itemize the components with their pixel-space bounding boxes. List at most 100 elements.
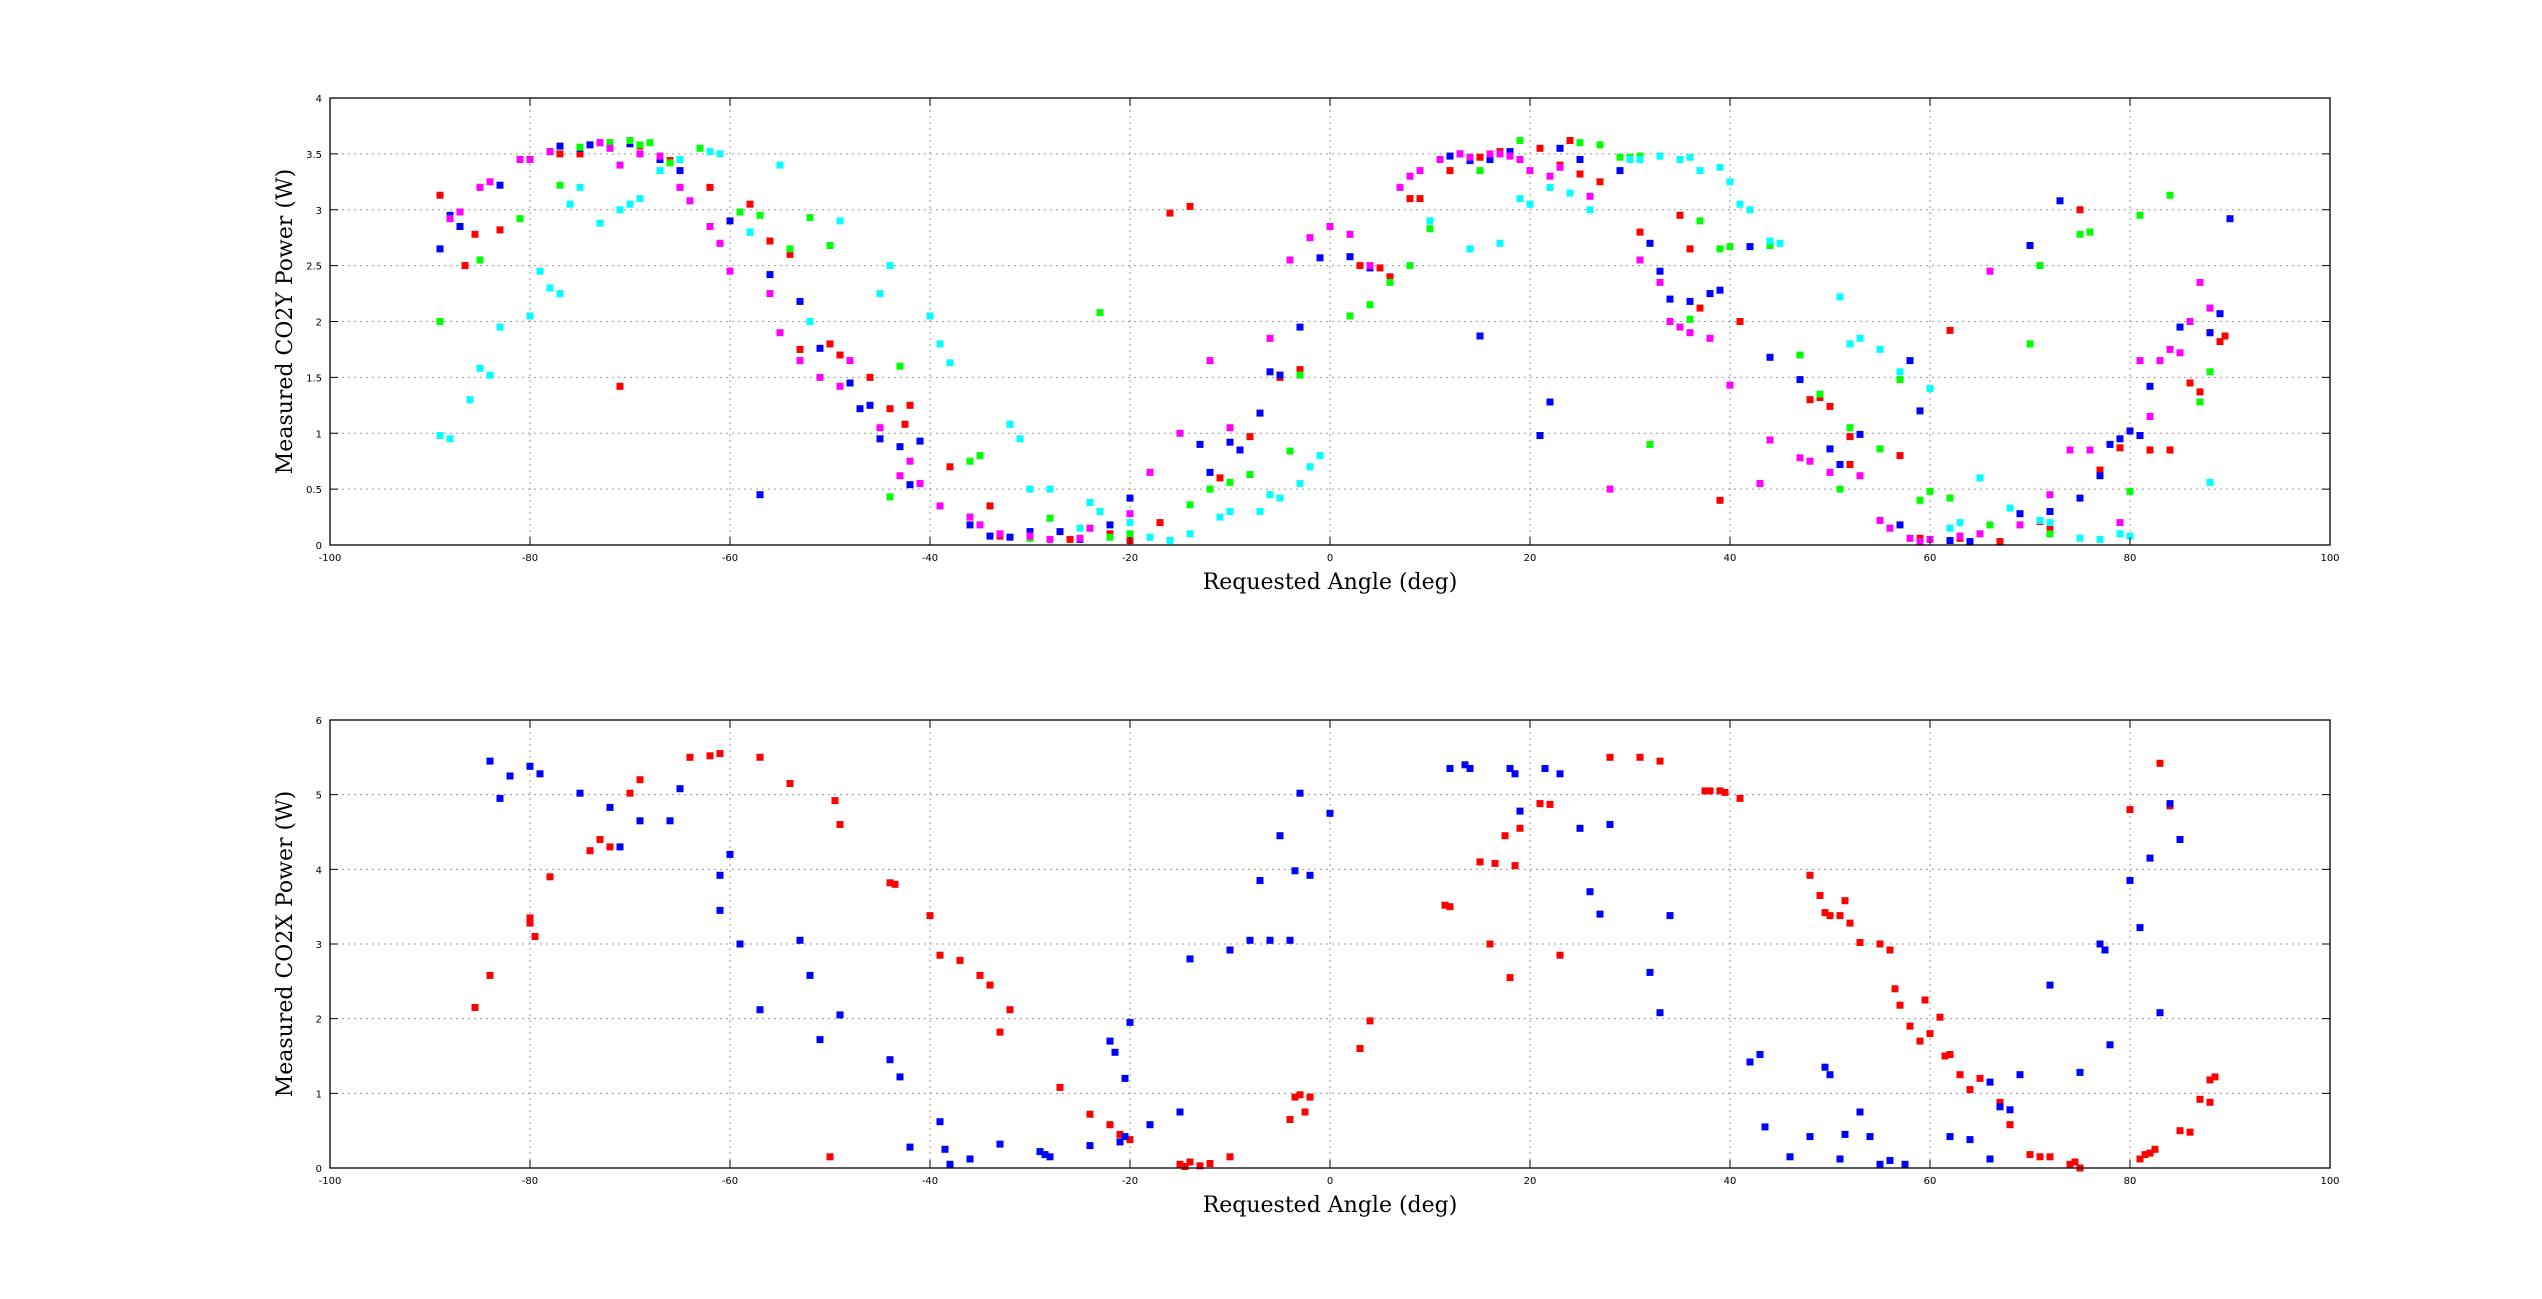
co2y-data-point [2096,535,2104,543]
co2x-data-point [531,933,539,940]
co2x-data-point [926,912,934,920]
co2x-data-point [606,843,614,851]
co2y-data-point [2006,504,2014,512]
co2x-data-point [1761,1123,1769,1131]
co2x-data-point [1996,1103,2004,1111]
co2x-data-point [1596,910,1604,918]
co2y-data-point [786,250,794,258]
co2y-data-point [1756,480,1764,487]
co2y-x-tick-label: 60 [1924,553,1937,564]
co2y-data-point [766,237,774,245]
co2x-data-point [1301,1108,1309,1116]
co2y-data-point [636,150,644,158]
co2x-data-point [546,873,554,881]
co2x-data-point [496,794,504,802]
co2x-data-point [1276,832,1284,840]
co2x-x-tick-label: 60 [1924,1176,1937,1187]
co2x-data-point [936,1118,944,1126]
co2x-data-point [976,971,984,979]
co2x-data-point [2211,1073,2219,1081]
co2y-x-tick-label: -40 [922,553,938,564]
co2y-data-point [1616,167,1624,175]
co2x-data-point [946,1160,954,1168]
co2x-data-point [1291,1093,1299,1101]
co2y-data-point [726,217,734,225]
co2y-data-point [1646,440,1654,448]
co2y-data-point [1366,301,1374,309]
co2y-data-point [1126,519,1134,527]
co2x-x-axis-label: Requested Angle (deg) [1203,1193,1458,1218]
co2x-data-point [2046,981,2054,989]
co2y-data-point [1826,445,1834,453]
co2y-data-point [636,195,644,203]
co2y-data-point [1486,150,1494,158]
co2y-data-point [616,382,624,390]
co2y-data-point [826,340,834,348]
co2y-data-point [676,167,684,175]
co2y-data-point [1816,390,1824,398]
co2x-data-point [1476,858,1484,866]
co2x-x-tick-label: -60 [722,1176,738,1187]
co2y-data-point [2046,491,2054,499]
co2y-data-point [1266,334,1274,342]
co2y-data-point [1546,172,1554,180]
co2y-data-point [1326,223,1334,230]
co2y-data-point [836,351,844,359]
co2y-data-point [1296,366,1304,374]
co2x-data-point [756,753,764,761]
co2x-data-point [1896,1001,1904,1009]
co2y-data-point [1306,463,1314,471]
co2y-data-point [1176,429,1184,437]
co2y-data-point [1536,432,1544,439]
co2x-data-point [1486,940,1494,948]
co2x-data-point [831,797,839,805]
co2y-data-point [1906,534,1914,542]
co2y-data-point [1636,156,1644,163]
co2y-data-point [1576,156,1584,163]
co2y-data-point [1446,167,1454,175]
co2y-data-point [1556,163,1564,171]
co2y-data-point [2166,191,2174,199]
co2y-data-point [526,156,534,163]
co2y-data-point [896,443,904,451]
co2y-data-point [1586,206,1594,214]
co2y-data-point [676,183,684,191]
co2x-data-point [1306,1093,1314,1101]
co2y-data-point [471,230,479,238]
co2y-data-point [1896,368,1904,376]
co2x-data-point [1506,974,1514,982]
co2y-data-point [1706,334,1714,342]
co2x-x-tick-label: 40 [1724,1176,1737,1187]
co2y-data-point [876,290,884,298]
co2x-data-point [1111,1048,1119,1056]
co2y-data-point [1466,245,1474,253]
co2y-data-point [1966,538,1974,546]
co2y-data-point [576,150,584,158]
co2y-data-point [901,420,909,428]
co2x-data-point [1736,794,1744,802]
co2x-data-point [1286,1116,1294,1123]
co2x-data-point [2156,759,2164,767]
co2y-data-point [1316,254,1324,262]
co2x-y-tick-label: 1 [316,1089,322,1100]
co2x-y-tick-label: 3 [316,940,322,951]
co2y-data-point [676,156,684,163]
co2y-data-point [1946,537,1954,544]
co2y-data-point [1736,318,1744,325]
co2y-data-point [1836,461,1844,468]
co2y-data-point [1626,156,1634,163]
co2x-data-point [486,757,494,765]
co2y-data-point [816,373,824,381]
co2y-data-point [546,284,554,292]
co2y-data-point [1246,433,1254,441]
co2y-data-point [1426,225,1434,233]
co2x-data-point [2186,1128,2194,1136]
co2y-data-point [1046,514,1054,522]
co2y-data-point [1516,156,1524,163]
co2x-x-tick-label: 0 [1327,1176,1333,1187]
co2x-ticks: -100 -80 -60 -40 -20 0 20 40 60 80 100 0 1 2 3 4 5 6 [316,716,2340,1187]
co2x-y-axis-label: Measured CO2X Power (W) [273,791,298,1098]
co2x-data-point [1116,1138,1124,1146]
co2x-data-point [1176,1160,1184,1168]
co2y-data-point [1186,530,1194,538]
